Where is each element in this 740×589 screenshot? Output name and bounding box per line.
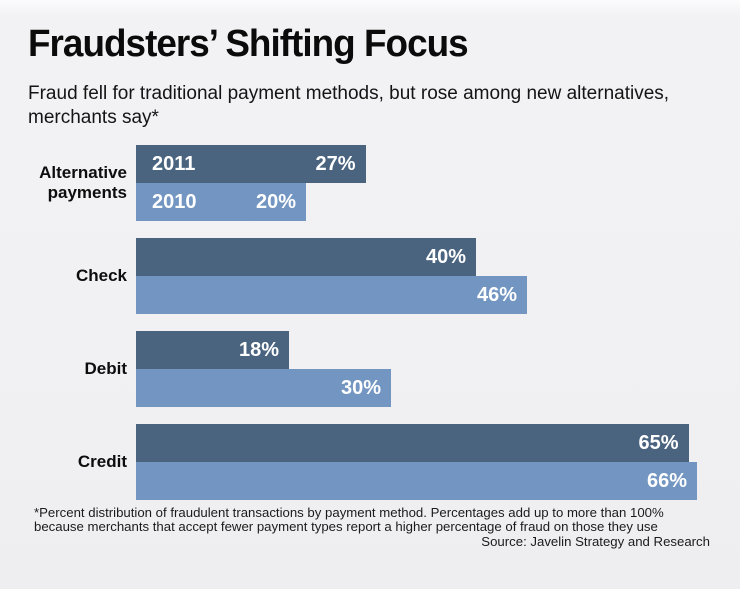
series-year-label: 2011 [152,152,196,175]
bar-2010: 46% [136,276,527,314]
bar-value-label: 66% [646,469,687,492]
bar-2010: 30% [136,369,391,407]
bar-2011: 40% [136,238,476,276]
bar-2011: 65% [136,424,689,462]
bar-value-label: 30% [340,376,381,399]
category-label: Credit [77,452,127,471]
bar-2011: 18% [136,331,289,369]
category-label: Alternative payments [39,163,127,202]
bar-value-label: 40% [425,245,466,268]
bar-2010: 66% [136,462,697,500]
bar-2011: 2011 27% [136,145,366,183]
bar-group: 65% 66% [136,424,697,500]
source-credit: Source: Javelin Strategy and Research [481,533,710,549]
series-year-label: 2010 [152,190,197,213]
chart-title: Fraudsters’ Shifting Focus [28,23,469,65]
bar-group: 2011 27% 2010 20% [136,145,366,221]
footnote: *Percent distribution of fraudulent tran… [34,505,710,549]
bar-value-label: 18% [238,338,279,361]
chart-row: Check 40% 46% [0,238,740,314]
chart-subtitle: Fraud fell for traditional payment metho… [28,83,670,128]
bar-2010: 2010 20% [136,183,306,221]
chart: Alternative payments 2011 27% 2010 20% Check 4… [0,145,740,517]
footnote-text: *Percent distribution of fraudulent tran… [34,505,664,535]
bar-value-label: 20% [255,190,296,213]
chart-row: Debit 18% 30% [0,331,740,407]
bar-group: 18% 30% [136,331,391,407]
bar-group: 40% 46% [136,238,527,314]
category-label: Debit [84,359,128,378]
bar-value-label: 65% [638,431,679,454]
category-label: Check [75,266,127,285]
bar-value-label: 46% [476,283,517,306]
chart-row: Credit 65% 66% [0,424,740,500]
chart-row: Alternative payments 2011 27% 2010 20% [0,145,740,221]
bar-value-label: 27% [315,152,356,175]
